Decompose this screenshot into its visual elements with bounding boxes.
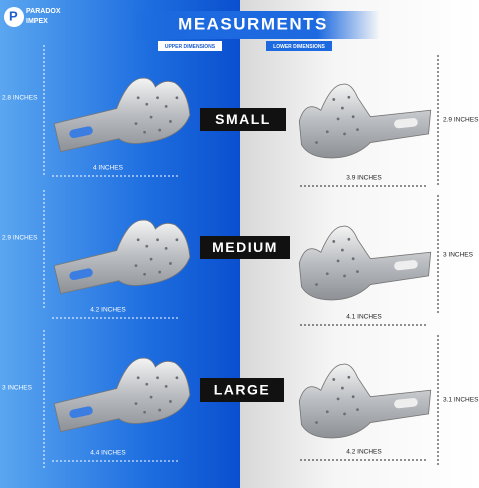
- brand-name: PARADOX: [26, 8, 61, 15]
- lower-width: 4.2 INCHES: [346, 449, 382, 456]
- size-box: [200, 378, 284, 402]
- size-box: [200, 236, 290, 259]
- upper-height: 2.8 INCHES: [2, 95, 38, 102]
- lower-height: 3 INCHES: [443, 252, 474, 259]
- title: MEASURMENTS: [178, 14, 328, 33]
- lower-width: 3.9 INCHES: [346, 175, 382, 182]
- upper-height: 2.9 INCHES: [2, 235, 38, 242]
- lower-height: 2.9 INCHES: [443, 117, 479, 124]
- size-name: SMALL: [215, 111, 271, 127]
- upper-width: 4.2 INCHES: [90, 307, 126, 314]
- lower-height: 3.1 INCHES: [443, 397, 479, 404]
- title-band: [130, 11, 380, 39]
- lower-width: 4.1 INCHES: [346, 314, 382, 321]
- upper-width: 4.4 INCHES: [90, 450, 126, 457]
- lower-tag-box: [266, 41, 332, 51]
- brand-sub: IMPEX: [26, 18, 48, 25]
- logo-letter: P: [9, 8, 18, 23]
- upper-tag: UPPER DIMENSIONS: [165, 44, 216, 50]
- upper-height: 3 INCHES: [2, 385, 33, 392]
- upper-tag-box: [158, 41, 222, 51]
- size-name: MEDIUM: [212, 239, 278, 255]
- logo-mark: [4, 7, 24, 27]
- upper-width: 4 INCHES: [93, 165, 124, 172]
- size-box: [200, 108, 286, 131]
- lower-tag: LOWER DIMENSIONS: [273, 44, 325, 50]
- size-name: LARGE: [214, 382, 271, 398]
